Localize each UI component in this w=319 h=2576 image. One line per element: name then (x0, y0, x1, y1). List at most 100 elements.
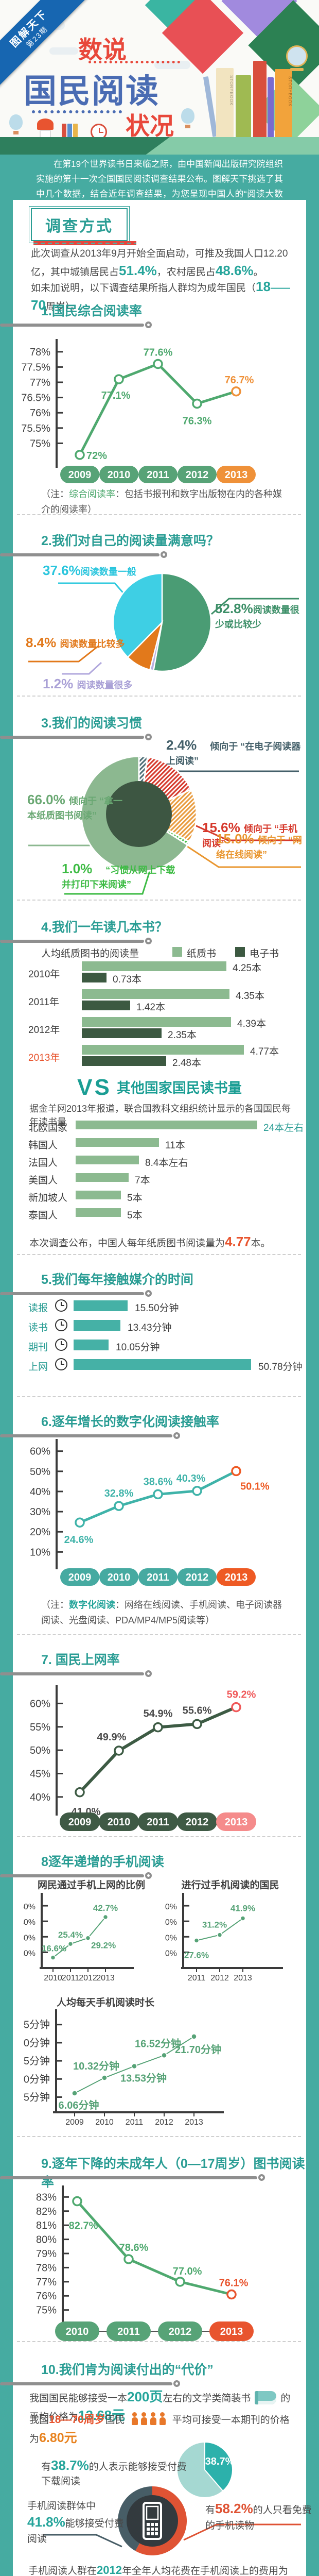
person-icon (150, 2412, 156, 2425)
svg-text:76.5%: 76.5% (21, 393, 50, 404)
mobile-paid-left-label: 手机阅读群体中41.8%能够接受付费阅读 (27, 2501, 124, 2545)
svg-text:24.6%: 24.6% (64, 1534, 94, 1546)
svg-text:76.7%: 76.7% (225, 375, 254, 386)
globe-base (290, 68, 304, 71)
svg-text:59.2%: 59.2% (227, 1689, 256, 1701)
section-rule (0, 321, 152, 328)
chart-minors-reading-rate: 83% 82% 81% 80% 79% 78% 77% 76% 75% 82.7% 78.6% 77.… (18, 2183, 301, 2347)
year-label: 2013年 (28, 1053, 60, 1063)
separator (17, 2136, 301, 2137)
chart-books-per-year: 2010年 4.25本 0.73本 2011年 4.35本 1.42本 2012年 4.39本… (13, 961, 306, 1071)
svg-text:38.7%: 38.7% (205, 2456, 235, 2467)
vs-source-note: 据金羊网2013年报道，联合国教科文组织统计显示的各国国民每年读书量 (29, 1104, 291, 1127)
chart-8b-title: 进行过手机阅读的国民 (181, 1880, 279, 1891)
media-label: 期刊 (28, 1342, 48, 1353)
paid-download-label: 有38.7%的人表示能够接受付费下载阅读 (41, 2458, 187, 2487)
country-value: 24本左右 (263, 1123, 304, 1133)
separator (17, 1634, 301, 1635)
section-rule (0, 1872, 152, 1879)
section-rule (0, 734, 152, 740)
svg-text:40%: 40% (30, 1486, 50, 1498)
legend-title: 人均纸质图书的阅读量 (41, 948, 139, 959)
country-row: 美国人 7本 (28, 1173, 306, 1186)
bar-group: 2013年 4.77本 2.48本 (28, 1045, 306, 1069)
country-value: 5本 (127, 1193, 143, 1204)
svg-text:82%: 82% (36, 2206, 57, 2217)
svg-text:10%: 10% (30, 1547, 50, 1558)
chart-1-note: （注：综合阅读率：包括书报刊和数字出版物在内的各种媒介的阅读率） (41, 489, 282, 515)
svg-text:2011: 2011 (117, 2326, 139, 2337)
svg-text:40%: 40% (30, 1792, 50, 1803)
separator (17, 900, 301, 901)
vs-title: VS 其他国家国民读书量 (13, 1075, 306, 1100)
media-row: 上网 50.78分钟 (28, 1358, 306, 1374)
svg-text:2013: 2013 (225, 1817, 248, 1828)
svg-text:2010: 2010 (66, 2326, 89, 2337)
chart-mobile-paid (13, 2477, 306, 2567)
legend-label-paper: 纸质书 (187, 948, 217, 959)
media-value: 10.05分钟 (116, 1342, 160, 1353)
ebook-bar (82, 1056, 166, 1066)
paper-value: 4.35本 (236, 991, 264, 1002)
svg-text:2009: 2009 (68, 1817, 92, 1828)
section-7-heading: 7. 国民上网率 (41, 1653, 120, 1667)
chart-6-note: （注：数字化阅读：网络在线阅读、手机阅读、电子阅读器阅读、光盘阅读、PDA/MP… (41, 1600, 282, 1625)
svg-text:2013: 2013 (220, 2326, 243, 2337)
legend-label-ebook: 电子书 (250, 948, 279, 959)
ebook-value: 1.42本 (136, 1002, 165, 1013)
svg-text:50%: 50% (23, 1903, 36, 1911)
svg-text:10.32分钟: 10.32分钟 (73, 2060, 119, 2072)
donut-label-online: 15.0% 倾向于 “网络在线阅读” (216, 831, 302, 860)
svg-text:42.7%: 42.7% (93, 1903, 118, 1913)
chart-mobile-reading-national: 50% 40% 30% 20% 2011 2012 2013 27.6% 31.2% 41.9% (161, 1892, 301, 1997)
svg-text:45%: 45% (30, 1768, 50, 1780)
svg-text:2011: 2011 (147, 469, 169, 481)
media-label: 读书 (28, 1323, 48, 1333)
survey-paragraph-2: 如未加说明，以下调查结果所指人群均为成年国民（18——70周岁）。 (31, 279, 290, 313)
price-book-line: 我国国民能够接受一本200页左右的文学类简装书 的平均价格为13.68元 (29, 2388, 293, 2426)
svg-text:21.70分钟: 21.70分钟 (175, 2043, 221, 2056)
svg-text:20%: 20% (30, 1527, 50, 1538)
section-10-heading: 10.我们肯为阅读付出的“代价” (41, 2363, 214, 2377)
country-row: 泰国人 5本 (28, 1208, 306, 1221)
svg-text:60%: 60% (30, 1446, 50, 1458)
country-value: 8.4本左右 (145, 1158, 188, 1168)
svg-text:40%: 40% (23, 1918, 36, 1927)
ebook-bar (82, 1028, 162, 1038)
country-label: 法国人 (28, 1158, 58, 1168)
paper-value: 4.77本 (250, 1046, 279, 1057)
country-label: 美国人 (28, 1175, 58, 1186)
svg-text:78%: 78% (36, 2262, 57, 2274)
chart-mobile-reading-minutes: 25分钟 20分钟 15分钟 10分钟 5分钟 2009 2010 2011 2012 2013 6… (18, 2008, 301, 2137)
content-card: 调查方式 此次调查从2013年9月开始全面启动，可推及我国人口12.20亿，其中… (0, 200, 312, 2576)
svg-text:16.52分钟: 16.52分钟 (135, 2037, 181, 2049)
svg-text:20分钟: 20分钟 (23, 2037, 50, 2049)
header: 图解天下 第23期 数说 国民阅读 状况 STORYBOOK STORYBOOK (0, 0, 319, 137)
person-icon (140, 2412, 147, 2425)
balloon-icon (9, 114, 23, 134)
plant-pot (40, 130, 51, 137)
section-rule (0, 1290, 152, 1297)
bar-group: 2011年 4.35本 1.42本 (28, 989, 306, 1013)
section-5-heading: 5.我们每年接触媒介的时间 (41, 1273, 193, 1287)
separator (17, 1836, 301, 1837)
svg-text:77.1%: 77.1% (101, 390, 131, 401)
country-label: 新加坡人 (28, 1193, 68, 1204)
ebook-bar (82, 1001, 130, 1010)
svg-text:2012: 2012 (186, 1572, 209, 1583)
book-spine (253, 61, 267, 137)
svg-text:77.0%: 77.0% (173, 2266, 202, 2277)
svg-text:30%: 30% (23, 1934, 36, 1942)
svg-text:77.5%: 77.5% (21, 362, 50, 373)
legend: 人均纸质图书的阅读量 纸质书 电子书 (13, 946, 306, 959)
chart-8a-title: 网民通过手机上网的比例 (37, 1880, 145, 1891)
mobile-paid-right-label: 有58.2%的人只看免费的手机读物 (205, 2501, 312, 2531)
svg-text:20%: 20% (23, 1949, 36, 1958)
svg-text:79%: 79% (36, 2248, 57, 2260)
section-8-heading: 8逐年递增的手机阅读 (41, 1855, 164, 1869)
clock-icon (55, 1358, 67, 1370)
chart-internet-rate: 60% 55% 50% 45% 40% 41.0% 49.9% 54.9% 55.6% 59.2%… (21, 1677, 298, 1837)
country-bar (76, 1191, 121, 1199)
